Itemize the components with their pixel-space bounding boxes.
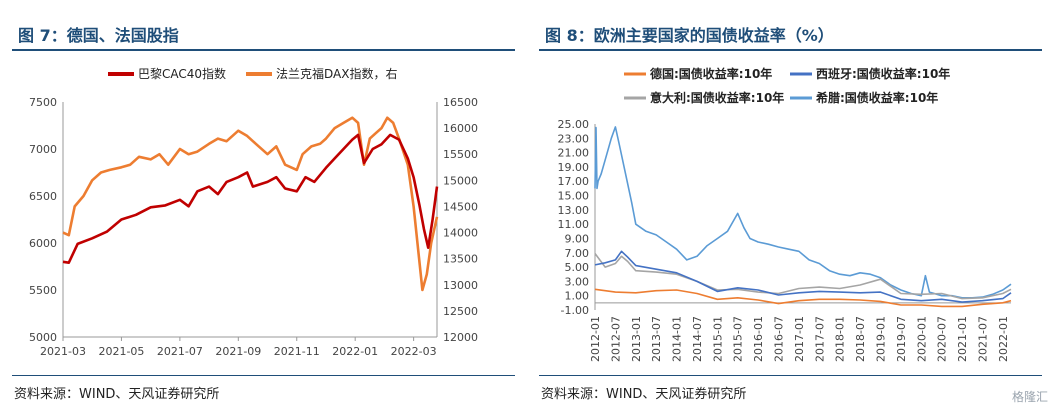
watermark-logo: 格隆汇	[1011, 390, 1048, 404]
title-divider	[12, 49, 515, 51]
y-tick-label: 11.00	[558, 218, 590, 231]
x-tick-label: 2021-11	[274, 345, 320, 358]
y-tick-label: 1.00	[565, 290, 590, 303]
x-tick-label: 2021-05	[98, 345, 144, 358]
x-tick-label: 2020-01	[915, 316, 928, 362]
x-tick-label: 2021-03	[40, 345, 86, 358]
y-right-tick-label: 16000	[443, 122, 478, 135]
x-tick-label: 2021-07	[157, 345, 203, 358]
greece-yield-line	[594, 126, 1012, 299]
panel-left-cac-dax: 图 7：德国、法国股指 5000 5500 6000 6500 7000 7500 1200…	[12, 26, 515, 402]
y-tick-label: 19.00	[558, 161, 590, 174]
y-tick-label: 21.00	[558, 147, 590, 160]
x-tick-label: 2019-01	[874, 316, 887, 362]
x-tick-label: 2017-01	[793, 316, 806, 362]
legend-label: 德国:国债收益率:10年	[650, 66, 772, 81]
source-note: 资料来源：WIND、天风证券研究所	[541, 387, 747, 402]
x-tick-label: 2015-07	[732, 316, 745, 362]
x-tick-label: 2012-01	[589, 316, 602, 362]
y-tick-label: 17.00	[558, 175, 590, 188]
x-tick-label: 2016-07	[773, 316, 786, 362]
x-tick-label: 2012-07	[609, 316, 622, 362]
x-tick-label: 2014-07	[691, 316, 704, 362]
x-tick-label: 2019-07	[895, 316, 908, 362]
y-left-tick-label: 7000	[29, 143, 57, 156]
y-right-tick-label: 12500	[443, 305, 478, 318]
bond-yield-chart: -1.001.00 3.005.007.00 9.0011.0013.0015.00…	[558, 66, 1012, 362]
dax-series-line	[62, 116, 439, 292]
x-tick-label: 2013-01	[630, 316, 643, 362]
x-tick-label: 2022-03	[391, 345, 437, 358]
legend-label: 西班牙:国债收益率:10年	[816, 66, 950, 81]
x-tick-label: 2016-01	[752, 316, 765, 362]
x-tick-label: 2021-09	[215, 345, 261, 358]
source-divider	[12, 375, 515, 376]
stock-index-chart: 5000 5500 6000 6500 7000 7500 12000 12500 13000 1…	[29, 66, 478, 358]
y-tick-label: 23.00	[558, 132, 590, 145]
y-tick-label: 3.00	[565, 275, 590, 288]
x-tick-label: 2014-01	[671, 316, 684, 362]
source-divider	[539, 375, 1042, 376]
figure-title: 图 7：德国、法国股指	[18, 26, 179, 45]
y-left-tick-label: 5000	[29, 331, 57, 344]
y-tick-label: 25.00	[558, 118, 590, 131]
x-tick-label: 2022-01	[332, 345, 378, 358]
spain-yield-line	[594, 250, 1012, 303]
y-tick-label: 5.00	[565, 261, 590, 274]
x-tick-label: 2018-01	[834, 316, 847, 362]
source-note: 资料来源：WIND、天风证券研究所	[14, 387, 220, 402]
title-divider	[539, 49, 1042, 51]
y-right-tick-label: 16500	[443, 96, 478, 109]
x-tick-label: 2013-07	[650, 316, 663, 362]
y-right-tick-label: 15500	[443, 148, 478, 161]
y-right-tick-label: 14500	[443, 200, 478, 213]
legend-label: 法兰克福DAX指数，右	[276, 66, 397, 81]
x-tick-label: 2022-01	[997, 316, 1010, 362]
y-right-tick-label: 13000	[443, 279, 478, 292]
y-left-tick-label: 5500	[29, 284, 57, 297]
cac40-series-line	[62, 133, 439, 264]
y-right-tick-label: 15000	[443, 174, 478, 187]
y-tick-label: 13.00	[558, 204, 590, 217]
y-tick-label: 7.00	[565, 247, 590, 260]
x-tick-label: 2021-01	[956, 316, 969, 362]
italy-yield-line	[594, 253, 1012, 300]
x-tick-label: 2015-01	[711, 316, 724, 362]
figure-title: 图 8：欧洲主要国家的国债收益率（%）	[545, 26, 834, 45]
legend-label: 意大利:国债收益率:10年	[650, 90, 784, 105]
y-left-tick-label: 6000	[29, 237, 57, 250]
x-tick-label: 2017-07	[813, 316, 826, 362]
y-right-tick-label: 13500	[443, 253, 478, 266]
y-left-tick-label: 6500	[29, 190, 57, 203]
y-tick-label: 9.00	[565, 232, 590, 245]
x-tick-label: 2021-07	[976, 316, 989, 362]
y-tick-label: 15.00	[558, 190, 590, 203]
y-right-tick-label: 14000	[443, 227, 478, 240]
legend-label: 巴黎CAC40指数	[138, 66, 226, 81]
germany-yield-line	[594, 288, 1012, 308]
panel-right-bond-yields: 图 8：欧洲主要国家的国债收益率（%） -1.00 1.00 3.00 5.00 7.0…	[527, 0, 1054, 411]
y-left-tick-label: 7500	[29, 96, 57, 109]
x-tick-label: 2020-07	[936, 316, 949, 362]
x-tick-label: 2018-07	[854, 316, 867, 362]
y-tick-label: -1.00	[561, 304, 589, 317]
y-right-tick-label: 12000	[443, 331, 478, 344]
legend-label: 希腊:国债收益率:10年	[815, 90, 938, 105]
